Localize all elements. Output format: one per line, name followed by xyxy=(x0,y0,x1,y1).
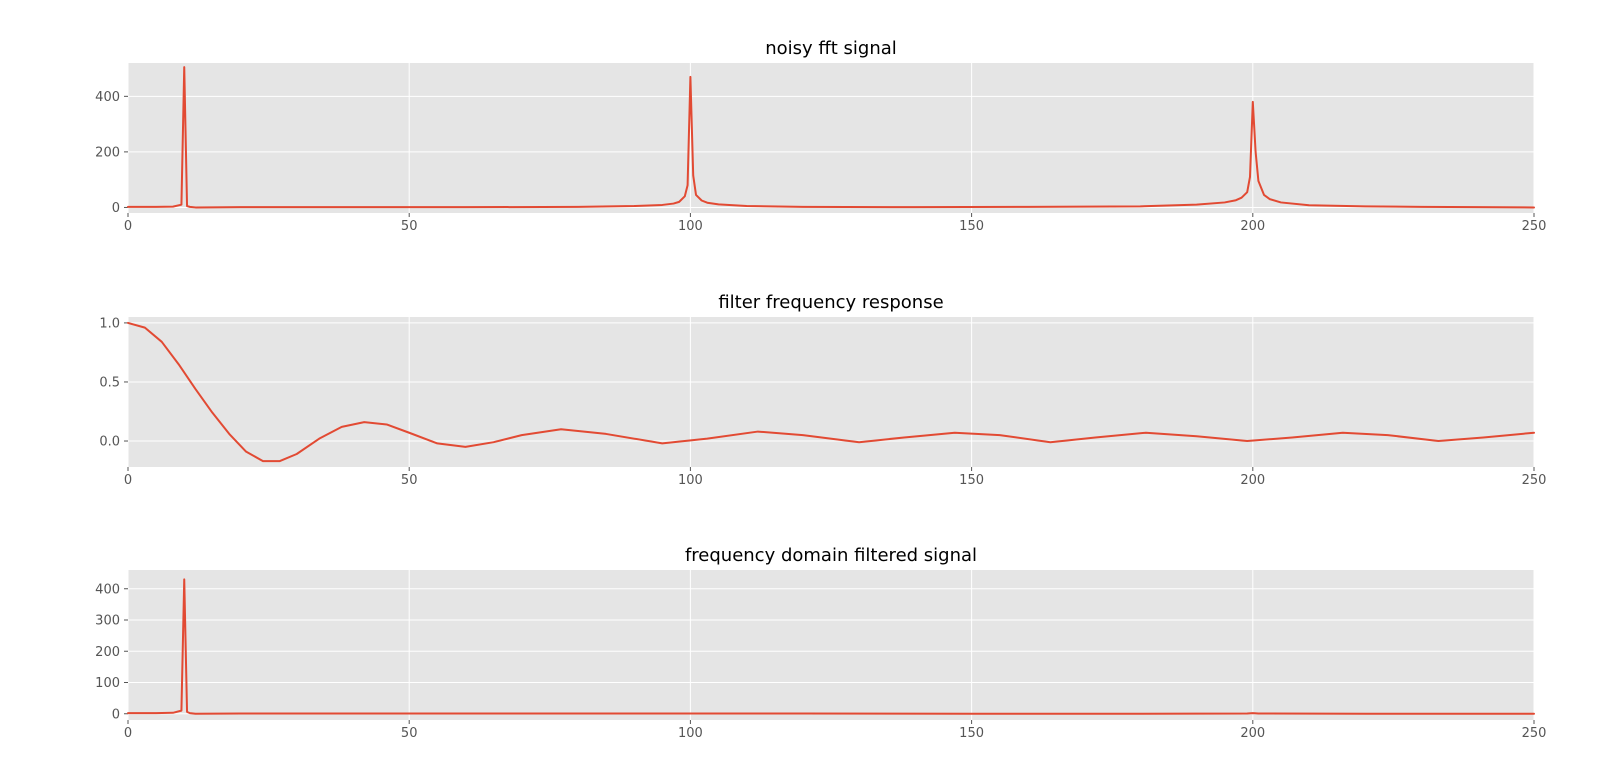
subplot-noisy-fft-signal: noisy fft signal 0 50 100 150 200 250 0 200 400 xyxy=(95,38,1546,234)
x-tick-label: 0 xyxy=(124,726,132,741)
x-tick-label: 150 xyxy=(959,473,984,488)
x-tick-label: 200 xyxy=(1240,219,1265,234)
series-line xyxy=(127,321,1535,463)
subplot-title: frequency domain filtered signal xyxy=(685,545,977,566)
x-tick-label: 150 xyxy=(959,726,984,741)
x-tick-label: 50 xyxy=(401,473,418,488)
x-tick-label: 250 xyxy=(1522,473,1547,488)
y-tick-label: 100 xyxy=(95,676,120,691)
x-tick-label: 200 xyxy=(1240,473,1265,488)
subplot-filter-frequency-response: filter frequency response 0 50 100 150 200 25… xyxy=(99,292,1546,488)
subplot-frequency-domain-filtered-signal: frequency domain filtered signal 0 50 100 1… xyxy=(95,545,1546,741)
x-tick-label: 0 xyxy=(124,219,132,234)
x-tick-label: 100 xyxy=(678,473,703,488)
x-tick-label: 200 xyxy=(1240,726,1265,741)
y-tick-label: 300 xyxy=(95,614,120,629)
y-tick-label: 1.0 xyxy=(99,316,120,331)
y-tick-label: 400 xyxy=(95,582,120,597)
plot-area xyxy=(128,570,1534,720)
plot-area xyxy=(128,63,1534,213)
plot-area xyxy=(128,317,1534,467)
subplot-title: filter frequency response xyxy=(718,292,943,313)
x-tick-label: 50 xyxy=(401,726,418,741)
x-tick-label: 250 xyxy=(1522,726,1547,741)
y-tick-label: 400 xyxy=(95,90,120,105)
y-tick-label: 0.0 xyxy=(99,435,120,450)
x-tick-label: 50 xyxy=(401,219,418,234)
subplot-title: noisy fft signal xyxy=(765,38,897,59)
x-tick-label: 250 xyxy=(1522,219,1547,234)
y-tick-label: 0 xyxy=(112,707,120,722)
x-tick-label: 100 xyxy=(678,219,703,234)
x-tick-label: 0 xyxy=(124,473,132,488)
y-tick-label: 200 xyxy=(95,645,120,660)
x-tick-label: 100 xyxy=(678,726,703,741)
y-tick-label: 0 xyxy=(112,201,120,216)
series-line xyxy=(127,578,1535,715)
y-tick-label: 0.5 xyxy=(99,375,120,390)
x-tick-label: 150 xyxy=(959,219,984,234)
series-line xyxy=(127,66,1535,209)
y-tick-label: 200 xyxy=(95,145,120,160)
